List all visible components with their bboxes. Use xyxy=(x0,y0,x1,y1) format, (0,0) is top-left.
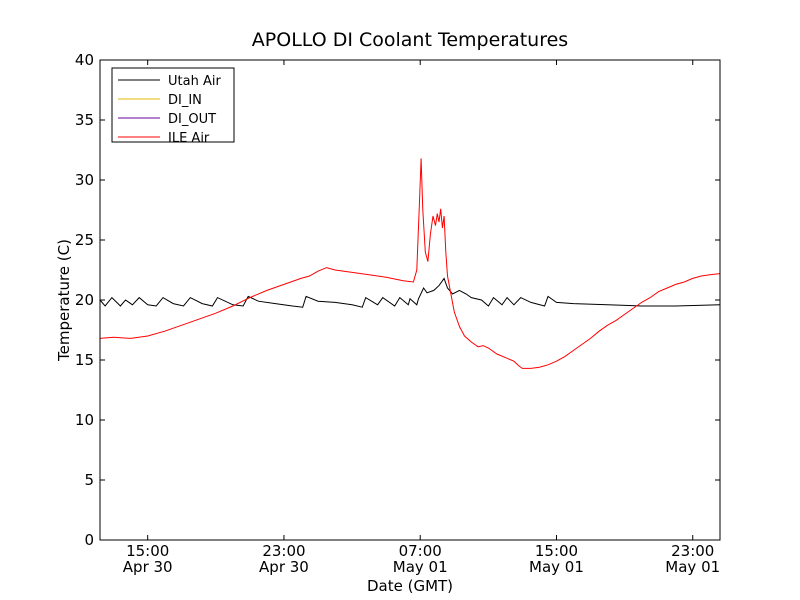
x-tick-time-label: 15:00 xyxy=(126,542,169,560)
x-tick-time-label: 23:00 xyxy=(262,542,305,560)
series-line-utah-air xyxy=(99,277,721,308)
y-tick-label: 5 xyxy=(84,471,94,489)
y-tick-label: 35 xyxy=(75,111,94,129)
y-tick-label: 0 xyxy=(84,531,94,549)
x-tick-date-label: Apr 30 xyxy=(259,558,309,576)
legend-label: Utah Air xyxy=(168,74,221,89)
x-tick-time-label: 15:00 xyxy=(535,542,578,560)
y-ticks: 0 5 10 15 20 25 30 35 40 xyxy=(75,51,720,549)
x-tick-time-label: 23:00 xyxy=(671,542,714,560)
x-axis-label: Date (GMT) xyxy=(367,577,453,595)
y-tick-label: 30 xyxy=(75,171,94,189)
x-tick-date-label: Apr 30 xyxy=(123,558,173,576)
y-axis-label: Temperature (C) xyxy=(55,239,73,362)
legend: Utah Air DI_IN DI_OUT ILE Air xyxy=(111,67,235,146)
series-layer xyxy=(99,158,721,369)
y-tick-label: 40 xyxy=(75,51,94,69)
x-tick-date-label: May 01 xyxy=(529,558,584,576)
series-line-ile-air xyxy=(99,158,721,369)
legend-label: DI_IN xyxy=(168,93,202,108)
legend-label: ILE Air xyxy=(168,131,210,146)
y-tick-label: 25 xyxy=(75,231,94,249)
y-tick-label: 20 xyxy=(75,291,94,309)
y-tick-label: 15 xyxy=(75,351,94,369)
x-tick-date-label: May 01 xyxy=(393,558,448,576)
y-tick-label: 10 xyxy=(75,411,94,429)
x-tick-date-label: May 01 xyxy=(665,558,720,576)
chart-title: APOLLO DI Coolant Temperatures xyxy=(252,29,568,51)
x-tick-time-label: 07:00 xyxy=(399,542,442,560)
legend-label: DI_OUT xyxy=(168,112,216,127)
